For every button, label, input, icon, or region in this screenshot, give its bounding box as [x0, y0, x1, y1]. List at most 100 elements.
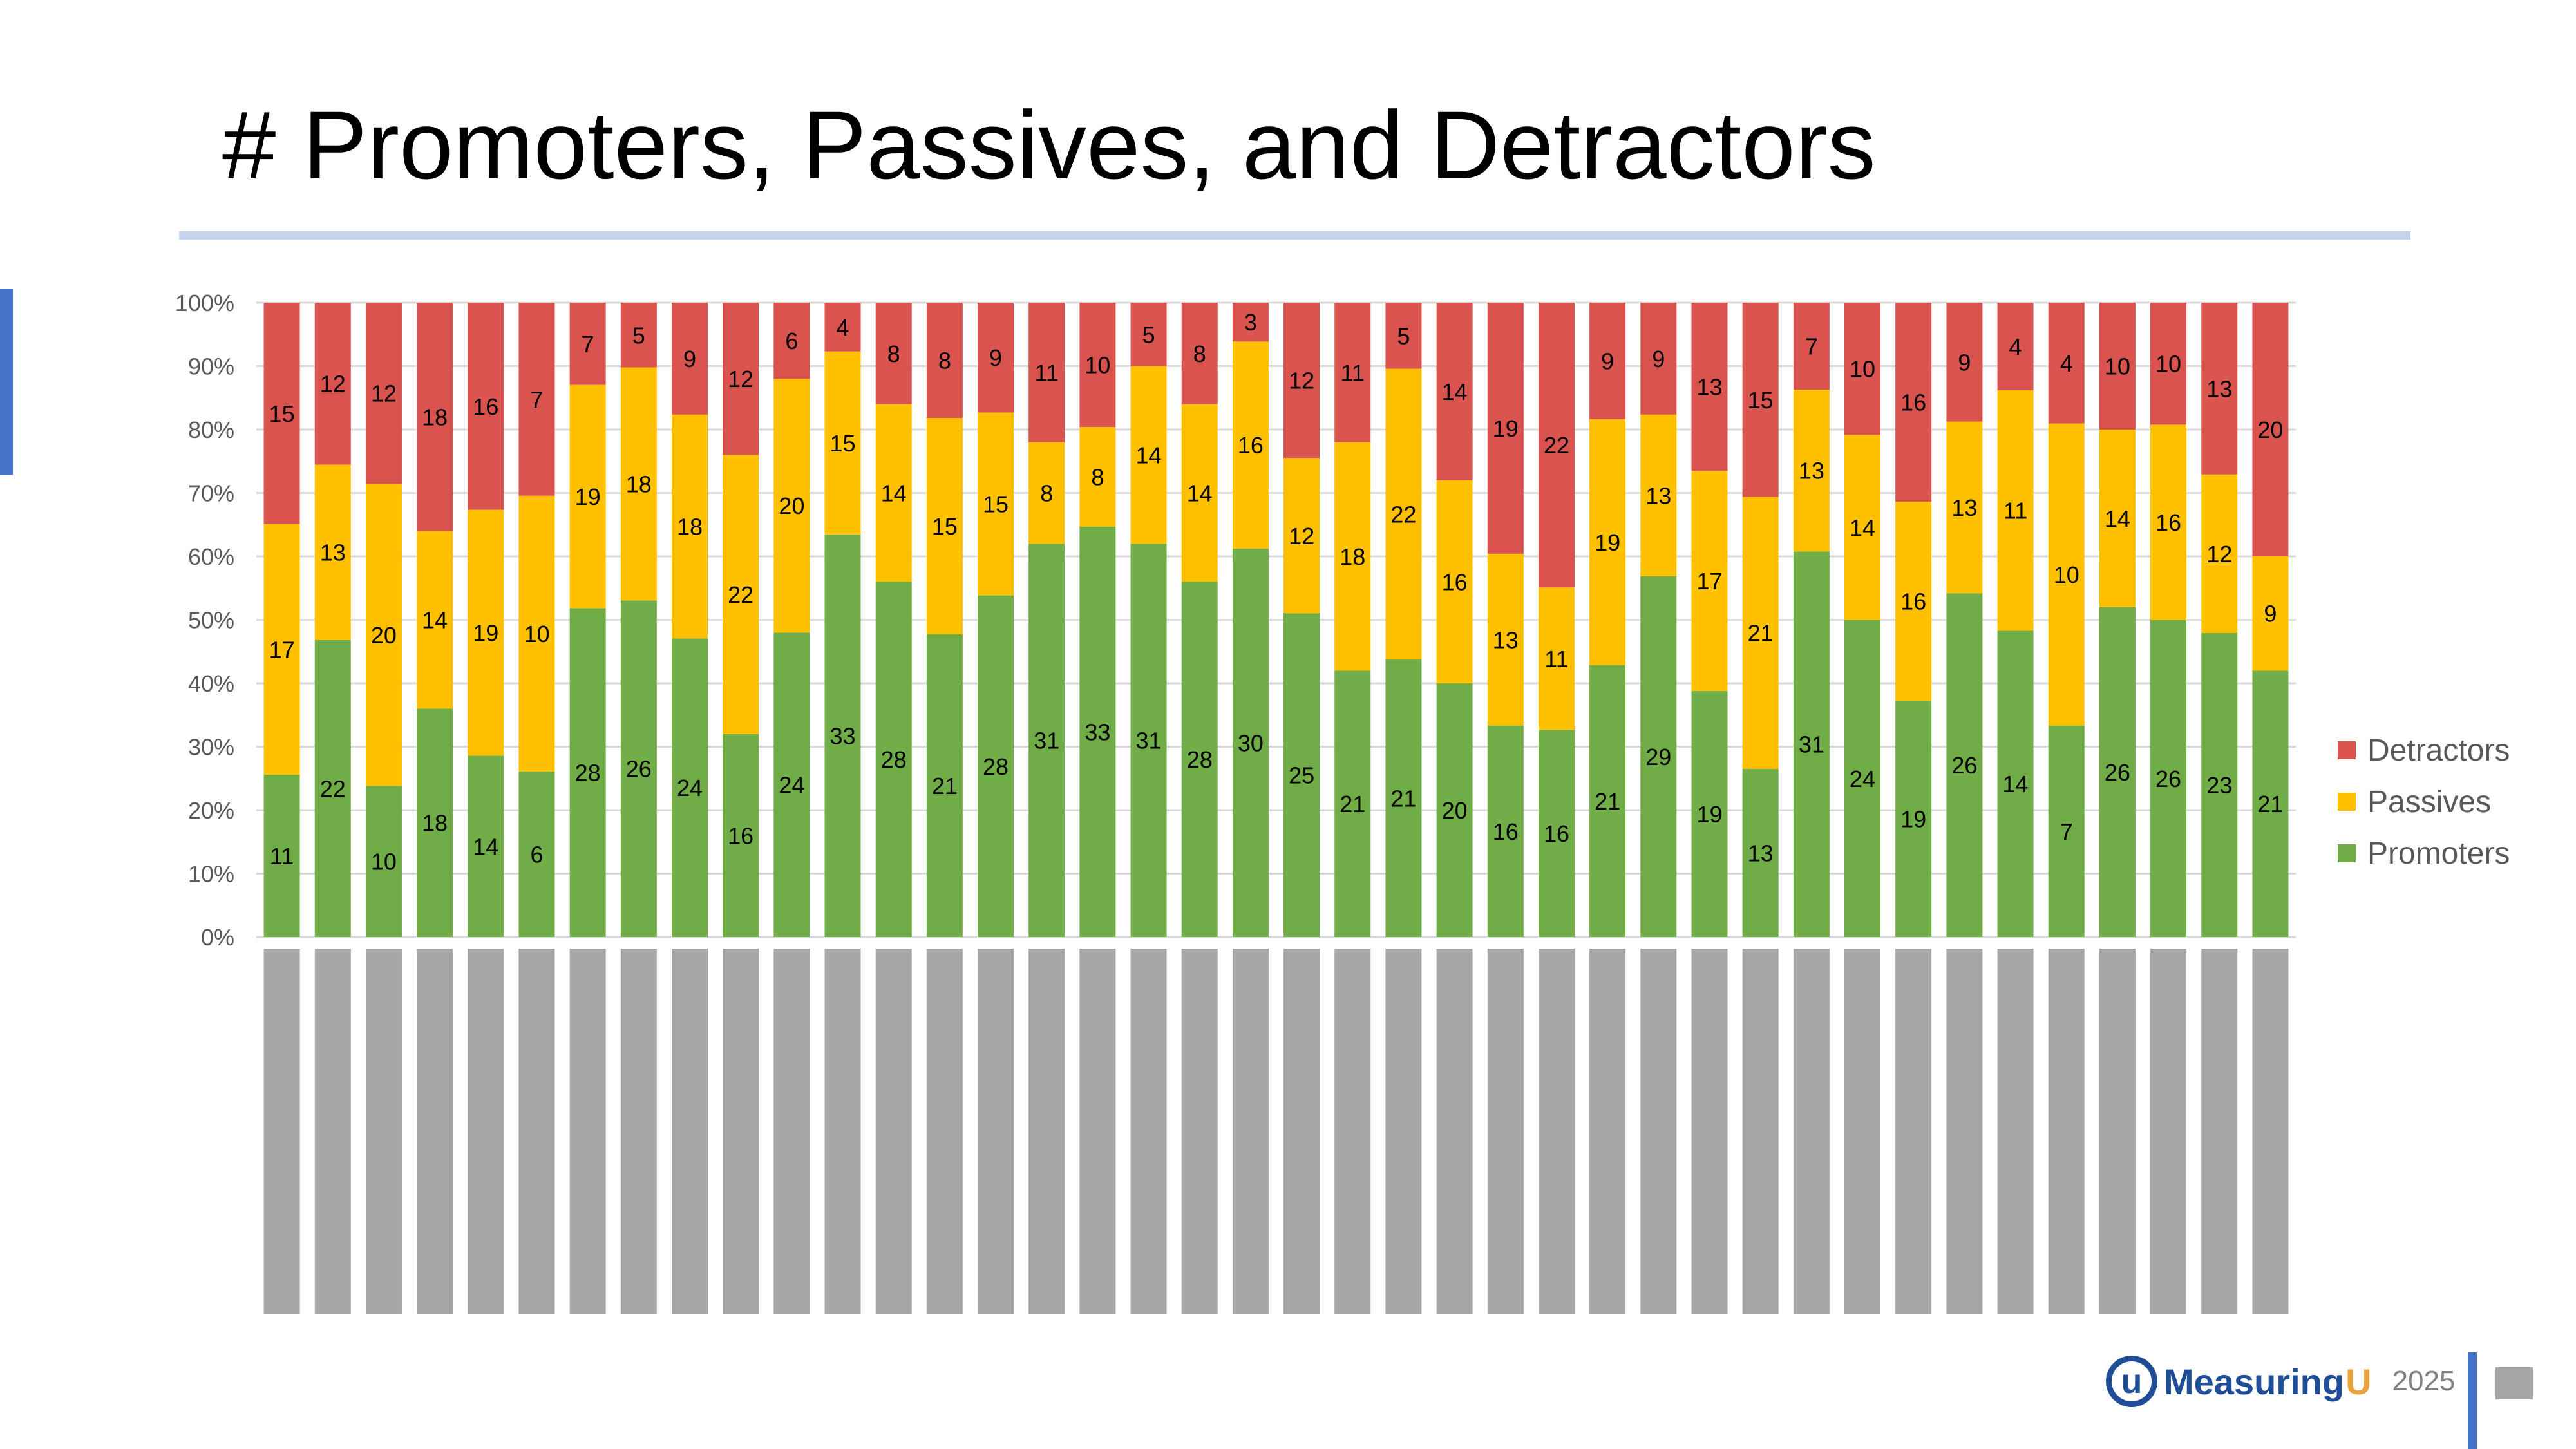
bar-detractors — [1385, 303, 1422, 369]
bar-passives — [1487, 553, 1524, 726]
y-tick-label: 30% — [188, 734, 234, 761]
bar-detractors — [1589, 303, 1626, 419]
data-label-detractors: 8 — [1193, 341, 1206, 367]
redacted-category-label — [1283, 949, 1320, 1314]
legend-swatch-passives — [2338, 793, 2356, 811]
data-label-promoters: 21 — [1340, 791, 1365, 817]
bar-detractors — [1079, 303, 1116, 428]
bar-promoters — [365, 786, 402, 937]
redacted-category-label — [1640, 949, 1677, 1314]
bar-passives — [314, 464, 351, 640]
data-label-detractors: 10 — [1850, 356, 1875, 383]
measuringu-logo: u Measuring U 2025 — [2106, 1356, 2455, 1407]
data-label-detractors: 9 — [1958, 349, 1971, 375]
bar-passives — [875, 404, 912, 582]
bar-passives — [1691, 471, 1728, 692]
data-label-detractors: 10 — [2155, 351, 2181, 377]
data-label-promoters: 10 — [371, 849, 397, 875]
bar-passives — [671, 414, 708, 639]
data-label-detractors: 9 — [989, 345, 1002, 371]
data-label-passives: 17 — [269, 636, 295, 663]
bar-detractors — [1181, 303, 1218, 404]
data-label-promoters: 16 — [728, 822, 753, 849]
redacted-category-label — [314, 949, 351, 1314]
bar-passives — [2252, 556, 2289, 671]
bar-passives — [2048, 423, 2085, 726]
bar-passives — [2099, 430, 2136, 607]
data-label-promoters: 11 — [270, 843, 294, 869]
bar-detractors — [2150, 303, 2187, 425]
data-label-promoters: 21 — [1595, 788, 1620, 815]
title-underline — [179, 231, 2410, 240]
bar-promoters — [671, 638, 708, 937]
data-label-promoters: 28 — [1187, 746, 1213, 773]
bar-detractors — [2099, 303, 2136, 430]
data-label-detractors: 4 — [2009, 334, 2022, 360]
data-label-promoters: 21 — [2257, 791, 2283, 817]
bar-passives — [1640, 414, 1677, 576]
bar-promoters — [2150, 620, 2187, 937]
data-label-passives: 20 — [371, 622, 397, 649]
data-label-promoters: 20 — [1442, 797, 1468, 824]
bar-passives — [1538, 587, 1575, 730]
data-label-passives: 17 — [1696, 568, 1722, 594]
legend-label-passives: Passives — [2367, 784, 2492, 819]
redacted-category-label — [926, 949, 963, 1314]
bar-detractors — [1334, 303, 1371, 442]
data-label-passives: 8 — [1040, 480, 1053, 507]
data-label-passives: 14 — [2105, 506, 2130, 532]
bar-detractors — [926, 303, 963, 419]
data-label-detractors: 8 — [938, 348, 951, 374]
data-label-detractors: 19 — [1493, 415, 1519, 442]
bar-detractors — [1538, 303, 1575, 588]
bar-promoters — [1283, 613, 1320, 937]
bar-detractors — [1130, 303, 1167, 366]
data-label-detractors: 4 — [836, 314, 849, 341]
bar-detractors — [1028, 303, 1065, 442]
bar-passives — [926, 418, 963, 634]
data-label-detractors: 11 — [1035, 359, 1059, 386]
y-tick-label: 60% — [188, 544, 234, 570]
bar-passives — [978, 412, 1014, 596]
redacted-category-label — [620, 949, 657, 1314]
y-tick-label: 100% — [175, 290, 234, 316]
y-tick-label: 50% — [188, 607, 234, 634]
data-label-detractors: 3 — [1244, 309, 1257, 336]
data-label-promoters: 26 — [1951, 752, 1977, 779]
legend-item-promoters: Promoters — [2338, 828, 2510, 879]
data-label-promoters: 28 — [881, 746, 907, 773]
data-label-detractors: 5 — [1142, 321, 1155, 348]
data-label-promoters: 28 — [575, 760, 601, 786]
data-label-detractors: 13 — [2206, 375, 2232, 402]
data-label-passives: 18 — [1340, 544, 1365, 570]
data-label-promoters: 33 — [829, 723, 855, 749]
redacted-category-label — [2201, 949, 2238, 1314]
data-label-passives: 14 — [1136, 442, 1162, 468]
redacted-category-label — [1895, 949, 1932, 1314]
data-label-detractors: 11 — [1341, 359, 1365, 386]
bar-promoters — [926, 634, 963, 937]
redacted-category-label — [1487, 949, 1524, 1314]
bar-promoters — [875, 582, 912, 937]
bar-passives — [365, 484, 402, 786]
legend-item-detractors: Detractors — [2338, 724, 2510, 776]
bar-passives — [1844, 435, 1881, 620]
bar-passives — [1946, 421, 1983, 594]
bar-promoters — [1436, 683, 1473, 937]
bar-detractors — [773, 303, 810, 379]
data-label-passives: 20 — [779, 493, 804, 519]
data-label-passives: 13 — [1951, 495, 1977, 521]
bar-detractors — [1793, 303, 1830, 390]
bar-detractors — [1742, 303, 1779, 497]
data-label-promoters: 22 — [320, 775, 346, 802]
redacted-category-label — [978, 949, 1014, 1314]
data-label-promoters: 14 — [2003, 771, 2029, 797]
data-label-passives: 14 — [422, 607, 448, 634]
bar-promoters — [1997, 630, 2034, 937]
left-accent-bar — [0, 289, 13, 475]
bar-promoters — [1589, 665, 1626, 937]
data-label-promoters: 6 — [530, 842, 543, 868]
y-tick-label: 20% — [188, 797, 234, 824]
data-label-promoters: 24 — [779, 772, 804, 799]
bar-promoters — [1742, 768, 1779, 937]
